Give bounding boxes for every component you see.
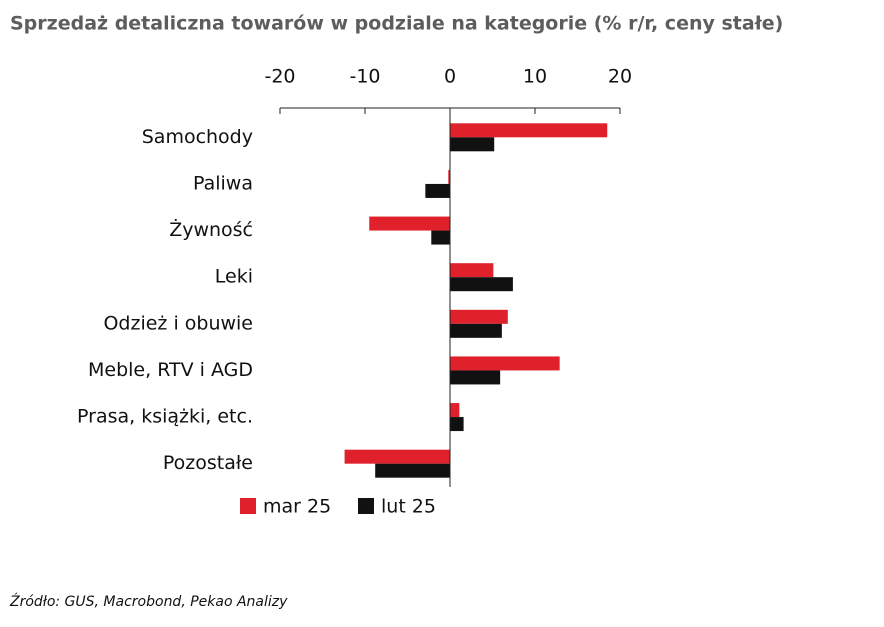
- category-label: Meble, RTV i AGD: [88, 359, 253, 381]
- category-label: Prasa, książki, etc.: [77, 406, 253, 428]
- category-label: Żywność: [169, 218, 253, 241]
- bar: [450, 137, 495, 152]
- bar: [450, 370, 501, 385]
- bar: [369, 216, 450, 231]
- bar: [450, 356, 560, 371]
- x-tick-label: -20: [264, 66, 295, 88]
- bar: [450, 403, 460, 418]
- bar: [450, 263, 494, 278]
- chart-title: Sprzedaż detaliczna towarów w podziale n…: [10, 13, 783, 35]
- category-label: Pozostałe: [163, 452, 253, 474]
- legend-swatch: [358, 498, 374, 514]
- legend-label: lut 25: [381, 496, 436, 518]
- bar: [450, 417, 464, 432]
- bar: [450, 123, 608, 138]
- category-label: Paliwa: [193, 172, 253, 194]
- bar: [375, 463, 450, 478]
- x-tick-label: 0: [444, 66, 456, 88]
- bar: [344, 449, 450, 464]
- x-tick-label: 10: [523, 66, 547, 88]
- category-label: Samochody: [142, 126, 253, 148]
- x-tick-label: 20: [608, 66, 632, 88]
- legend-label: mar 25: [263, 496, 331, 518]
- legend-swatch: [240, 498, 256, 514]
- bar: [450, 277, 513, 292]
- bar: [450, 309, 508, 324]
- bar: [431, 230, 450, 245]
- category-label: Leki: [215, 266, 253, 288]
- source: Źródło: GUS, Macrobond, Pekao Analizy: [9, 592, 288, 610]
- x-tick-label: -10: [349, 66, 380, 88]
- bar: [425, 183, 450, 198]
- bar: [450, 323, 502, 338]
- category-label: Odzież i obuwie: [103, 312, 253, 334]
- bar: [448, 169, 450, 184]
